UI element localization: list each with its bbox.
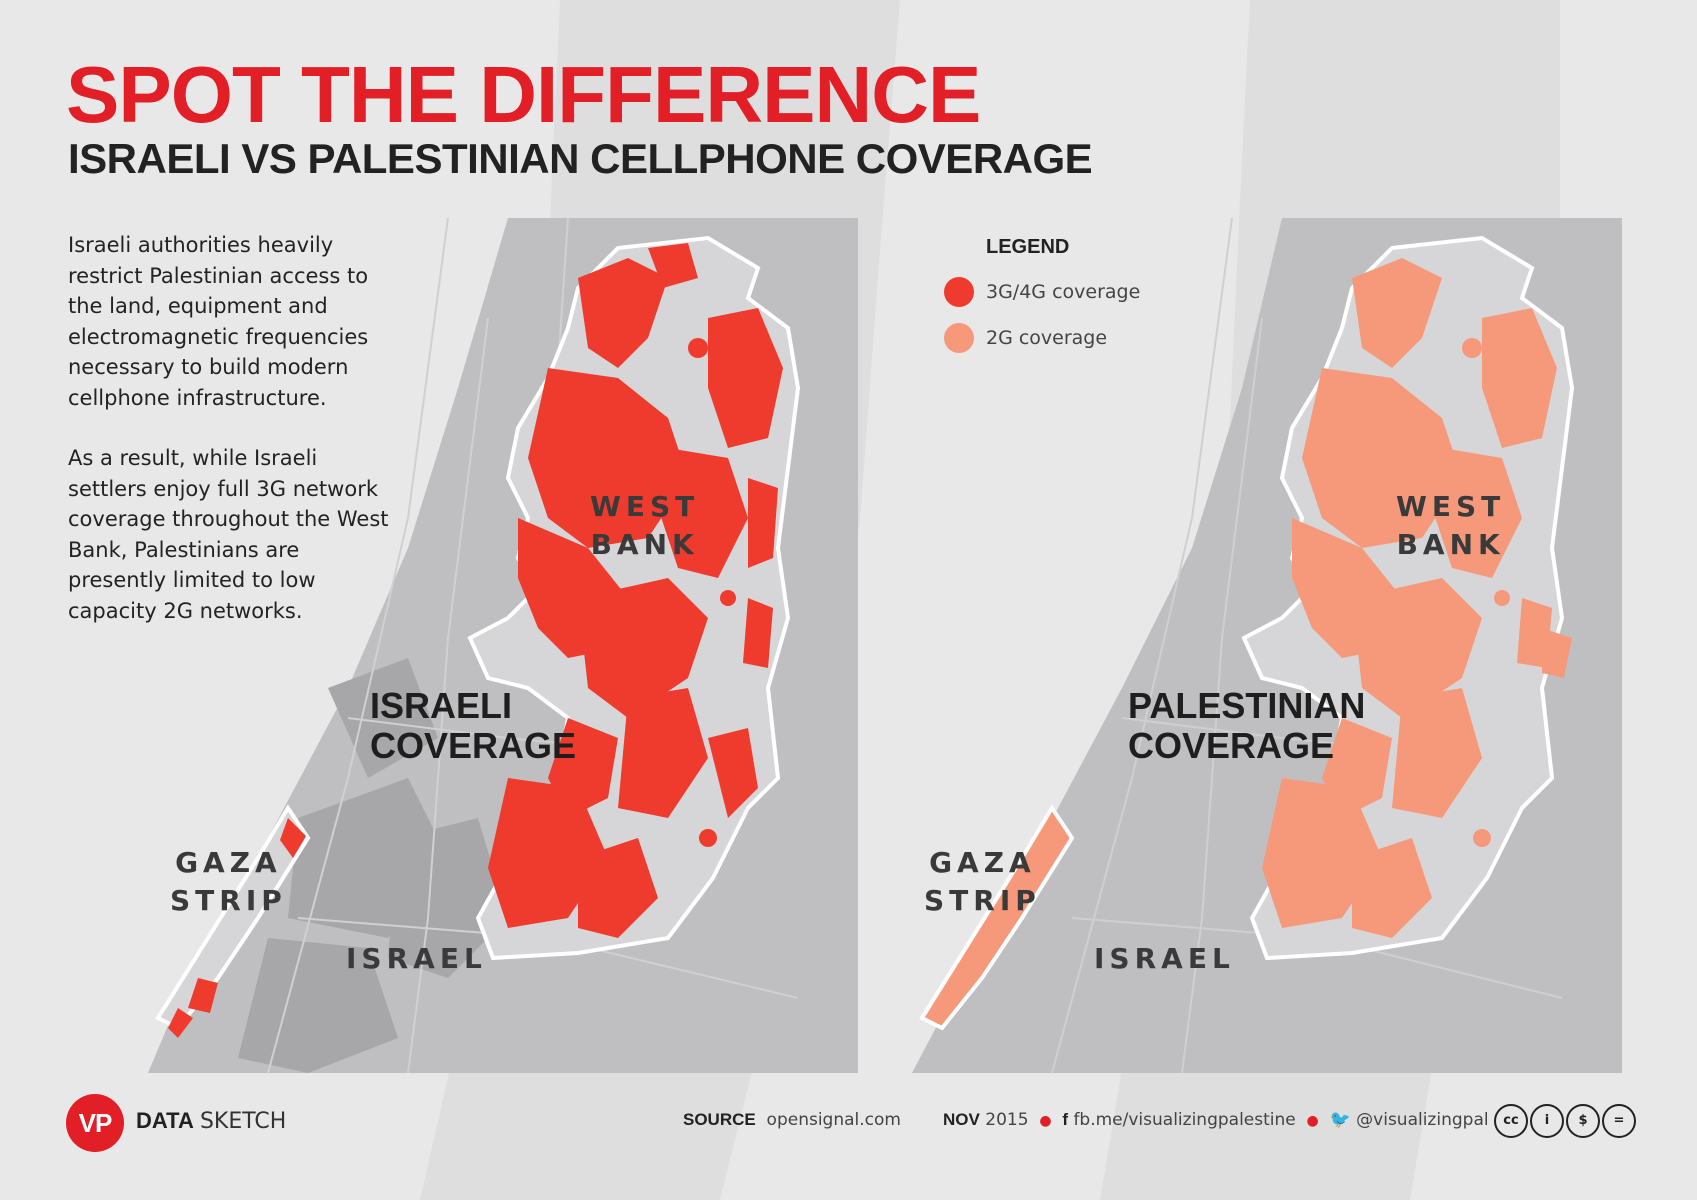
vp-logo: VP bbox=[66, 1094, 124, 1152]
intro-paragraph-2: As a result, while Israeli settlers enjo… bbox=[68, 446, 389, 623]
date-month: NOV bbox=[943, 1110, 980, 1129]
israel-label: ISRAEL bbox=[346, 942, 487, 975]
legend-label-2g: 2G coverage bbox=[986, 327, 1108, 349]
date-year: 2015 bbox=[985, 1110, 1029, 1130]
legend-title: LEGEND bbox=[986, 236, 1070, 258]
by-icon: i bbox=[1530, 1104, 1564, 1138]
date-credit: NOV 2015 ● f fb.me/visualizingpalestine … bbox=[943, 1110, 1489, 1130]
page-title: SPOT THE DIFFERENCE bbox=[66, 50, 981, 139]
source-link[interactable]: opensignal.com bbox=[766, 1110, 901, 1130]
nc-icon: $ bbox=[1566, 1104, 1600, 1138]
palestinian-coverage-map-graphic bbox=[912, 218, 1622, 1073]
facebook-icon: f bbox=[1062, 1110, 1069, 1129]
brand-bold: DATA bbox=[136, 1108, 194, 1133]
nd-icon: = bbox=[1602, 1104, 1636, 1138]
brand-name: DATA SKETCH bbox=[136, 1108, 286, 1134]
palestinian-coverage-map: WEST BANK GAZA STRIP ISRAEL PALESTINIAN COV… bbox=[902, 218, 1622, 1073]
west-bank-label: WEST BANK bbox=[1396, 490, 1506, 561]
israeli-coverage-map-graphic bbox=[148, 218, 858, 1073]
twitter-icon: 🐦 bbox=[1329, 1110, 1351, 1130]
legend-swatch-3g4g bbox=[944, 277, 974, 307]
legend: LEGEND 3G/4G coverage 2G coverage bbox=[944, 236, 1140, 369]
israeli-coverage-label: ISRAELI COVERAGE bbox=[370, 685, 577, 766]
legend-item-3g4g: 3G/4G coverage bbox=[944, 277, 1140, 307]
facebook-link[interactable]: fb.me/visualizingpalestine bbox=[1073, 1110, 1296, 1130]
palestinian-coverage-label: PALESTINIAN COVERAGE bbox=[1128, 685, 1366, 766]
israeli-coverage-map: WEST BANK GAZA STRIP ISRAEL ISRAELI COVERAG… bbox=[148, 218, 858, 1073]
footer: VP DATA SKETCH SOURCE opensignal.com NOV… bbox=[0, 1094, 1697, 1152]
west-bank-label: WEST BANK bbox=[590, 490, 700, 561]
israel-label: ISRAEL bbox=[1094, 942, 1235, 975]
cc-icon: cc bbox=[1494, 1104, 1528, 1138]
brand-light: SKETCH bbox=[199, 1109, 287, 1134]
intro-paragraph-1: Israeli authorities heavily restrict Pal… bbox=[68, 233, 369, 410]
twitter-link[interactable]: @visualizingpal bbox=[1356, 1110, 1489, 1130]
legend-label-3g4g: 3G/4G coverage bbox=[986, 281, 1141, 303]
page-subtitle: ISRAELI VS PALESTINIAN CELLPHONE COVERAG… bbox=[68, 135, 1093, 182]
gaza-strip-label: GAZA STRIP bbox=[170, 846, 287, 917]
legend-item-2g: 2G coverage bbox=[944, 323, 1140, 353]
gaza-strip-label: GAZA STRIP bbox=[924, 846, 1041, 917]
separator-dot: ● bbox=[1039, 1113, 1052, 1129]
source-label: SOURCE bbox=[683, 1110, 756, 1129]
source-credit: SOURCE opensignal.com bbox=[683, 1110, 901, 1130]
separator-dot: ● bbox=[1306, 1113, 1319, 1129]
legend-swatch-2g bbox=[944, 323, 974, 353]
creative-commons-icons: cc i $ = bbox=[1494, 1104, 1636, 1138]
